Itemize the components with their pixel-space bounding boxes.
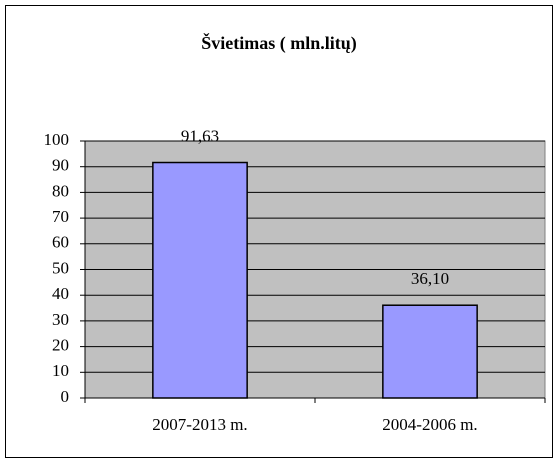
y-tick-label: 80 — [52, 181, 69, 200]
y-tick-label: 50 — [52, 258, 69, 277]
bar — [152, 161, 248, 399]
y-tick-label: 90 — [52, 156, 69, 175]
y-tick-label: 0 — [61, 387, 70, 406]
value-label: 36,10 — [411, 269, 449, 288]
x-tick-label: 2004-2006 m. — [382, 415, 477, 434]
y-tick-label: 100 — [44, 130, 70, 149]
y-tick-label: 60 — [52, 233, 69, 252]
bar — [382, 304, 478, 399]
chart-title: Švietimas ( mln.litų) — [201, 32, 357, 54]
y-tick-label: 10 — [52, 361, 69, 380]
y-tick-label: 20 — [52, 336, 69, 355]
y-tick-label: 30 — [52, 310, 69, 329]
y-tick-label: 40 — [52, 284, 69, 303]
y-tick-label: 70 — [52, 207, 69, 226]
value-label: 91,63 — [181, 126, 219, 145]
x-tick-label: 2007-2013 m. — [152, 415, 247, 434]
